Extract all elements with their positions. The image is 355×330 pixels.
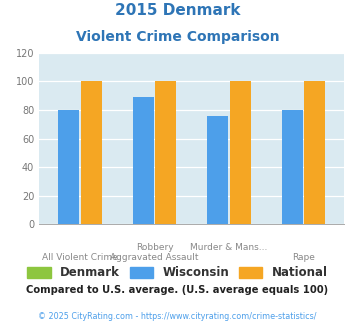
Text: All Violent Crime: All Violent Crime (42, 253, 118, 262)
Bar (282, 110, 303, 224)
Text: Rape: Rape (292, 253, 315, 262)
Text: © 2025 CityRating.com - https://www.cityrating.com/crime-statistics/: © 2025 CityRating.com - https://www.city… (38, 312, 317, 321)
Bar (133, 97, 154, 224)
Text: Violent Crime Comparison: Violent Crime Comparison (76, 30, 279, 44)
Bar (59, 110, 79, 224)
Bar (207, 116, 228, 224)
Bar (304, 82, 325, 224)
Bar (81, 82, 102, 224)
Text: Murder & Mans...: Murder & Mans... (190, 243, 268, 252)
Legend: Denmark, Wisconsin, National: Denmark, Wisconsin, National (22, 262, 333, 284)
Bar (155, 82, 176, 224)
Text: 2015 Denmark: 2015 Denmark (115, 3, 240, 18)
Text: Aggravated Assault: Aggravated Assault (110, 253, 199, 262)
Text: Compared to U.S. average. (U.S. average equals 100): Compared to U.S. average. (U.S. average … (26, 285, 329, 295)
Text: Robbery: Robbery (136, 243, 173, 252)
Bar (230, 82, 251, 224)
